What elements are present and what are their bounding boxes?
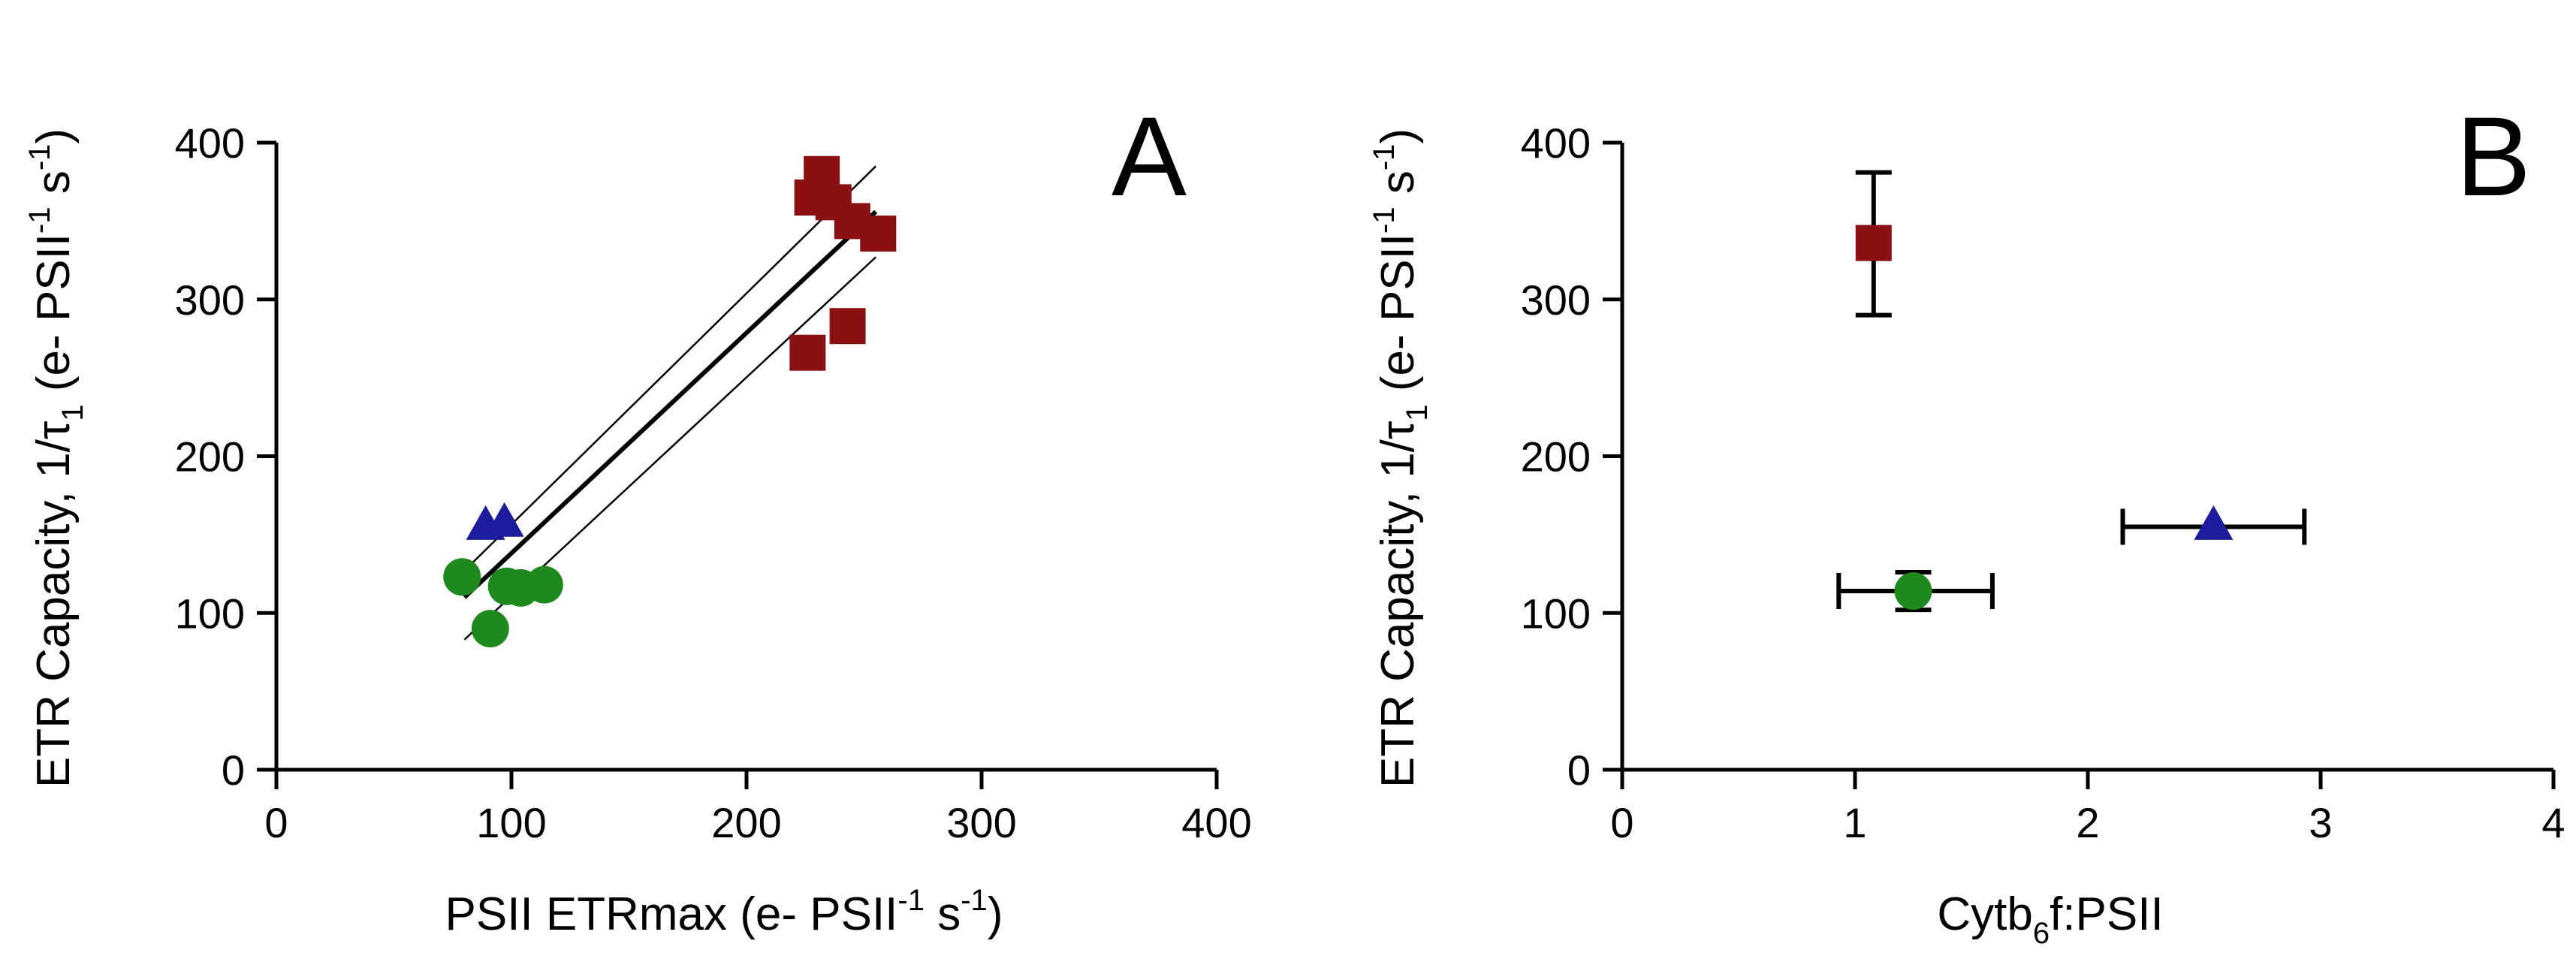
data-point-circle [443, 558, 481, 596]
x-tick-label: 100 [476, 799, 546, 846]
data-point-square [860, 216, 897, 252]
data-point-triangle [484, 502, 524, 537]
data-point-triangle [2194, 505, 2234, 540]
data-point-square [829, 308, 866, 345]
y-tick-label: 0 [222, 746, 245, 794]
y-tick-label: 400 [175, 119, 245, 167]
y-tick-label: 200 [175, 433, 245, 481]
chart-panel-a: 0 100 200 300 400 0 100 200 300 400 PSII ETRmax (e… [23, 93, 1252, 940]
x-tick-label: 1 [1843, 799, 1866, 846]
y-tick-label: 400 [1521, 119, 1591, 167]
x-axis-label: PSII ETRmax (e- PSII-1 s-1) [445, 884, 1003, 940]
panel-label: B [2456, 93, 2531, 219]
data-point-circle [1894, 572, 1932, 611]
y-tick-label: 0 [1567, 746, 1591, 794]
x-tick-label: 400 [1181, 799, 1251, 846]
x-tick-label: 2 [2076, 799, 2099, 846]
x-tick-label: 300 [946, 799, 1016, 846]
y-tick-label: 300 [175, 276, 245, 324]
y-axis-label: ETR Capacity, 1/τ1 (e- PSII-1 s-1) [23, 128, 89, 788]
fit-ci-upper-line [463, 165, 877, 571]
data-point-square [789, 334, 826, 371]
y-axis-label: ETR Capacity, 1/τ1 (e- PSII-1 s-1) [1368, 128, 1434, 788]
panel-label: A [1112, 93, 1187, 219]
fit-line [463, 210, 878, 599]
x-tick-label: 3 [2309, 799, 2332, 846]
data-point-circle [525, 565, 563, 604]
x-tick-label: 4 [2541, 799, 2565, 846]
x-tick-label: 0 [264, 799, 288, 846]
data-point-square [1855, 225, 1892, 261]
y-tick-label: 300 [1521, 276, 1591, 324]
y-tick-label: 100 [175, 590, 245, 637]
data-point-circle [471, 610, 509, 648]
x-axis-label: Cytb6f:PSII [1937, 888, 2163, 950]
x-tick-label: 200 [711, 799, 781, 846]
y-tick-label: 200 [1521, 433, 1591, 481]
chart-panel-b: 0 100 200 300 400 0 1 2 3 4 Cytb6f:PSII ETR Capacit… [1368, 93, 2565, 950]
y-tick-label: 100 [1521, 590, 1591, 637]
x-tick-label: 0 [1610, 799, 1633, 846]
